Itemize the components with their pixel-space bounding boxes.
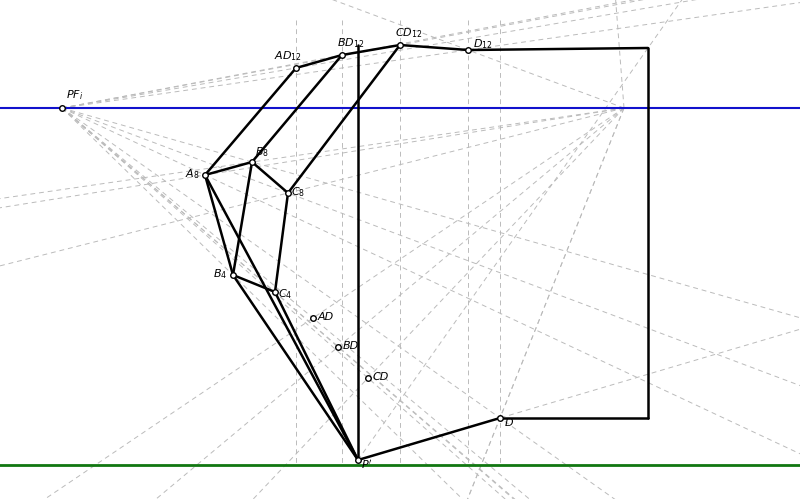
Text: $AD_{12}$: $AD_{12}$: [274, 49, 302, 63]
Text: $C_4$: $C_4$: [278, 287, 292, 301]
Text: $PF_i$: $PF_i$: [66, 88, 83, 102]
Text: BD: BD: [343, 341, 359, 351]
Text: $A_8$: $A_8$: [185, 167, 199, 181]
Text: AD: AD: [318, 312, 334, 322]
Text: $C_8$: $C_8$: [291, 185, 305, 199]
Text: $P'$: $P'$: [361, 458, 373, 471]
Text: $BD_{12}$: $BD_{12}$: [337, 36, 364, 50]
Text: CD: CD: [373, 372, 390, 382]
Text: $CD_{12}$: $CD_{12}$: [395, 26, 422, 40]
Text: $B_8$: $B_8$: [255, 145, 269, 159]
Text: D: D: [505, 418, 514, 428]
Text: $B_4$: $B_4$: [213, 267, 227, 281]
Text: $D_{12}$: $D_{12}$: [473, 37, 493, 51]
